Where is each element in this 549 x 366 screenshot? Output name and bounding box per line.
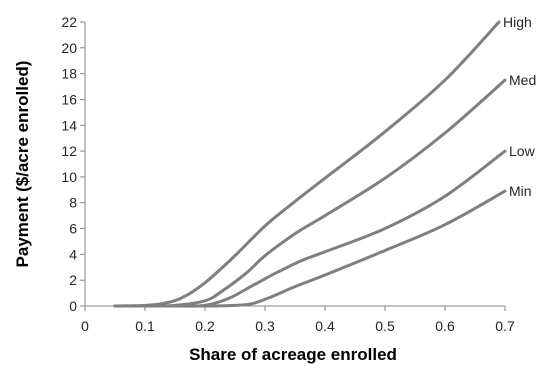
x-tick-label: 0 — [81, 318, 89, 334]
x-tick-label: 0.2 — [195, 318, 215, 334]
series-line-low — [113, 149, 507, 308]
series-labels: High Med Low Min — [503, 14, 536, 199]
y-tick-label: 8 — [69, 195, 77, 211]
y-axis-ticks: 0 2 4 6 8 10 12 14 16 18 20 22 — [61, 14, 85, 314]
y-tick-label: 22 — [61, 14, 77, 30]
x-tick-label: 0.6 — [435, 318, 455, 334]
series-line-med — [113, 78, 507, 308]
y-tick-label: 0 — [69, 298, 77, 314]
x-axis-ticks: 0 0.1 0.2 0.3 0.4 0.5 0.6 0.7 — [81, 306, 515, 334]
x-tick-label: 0.4 — [315, 318, 335, 334]
series-label-high: High — [503, 14, 532, 30]
y-tick-label: 10 — [61, 169, 77, 185]
y-tick-label: 18 — [61, 66, 77, 82]
y-tick-label: 4 — [69, 246, 77, 262]
y-tick-label: 6 — [69, 221, 77, 237]
y-tick-label: 2 — [69, 272, 77, 288]
series-lines — [113, 20, 507, 308]
x-axis-title: Share of acreage enrolled — [189, 345, 397, 364]
series-label-min: Min — [509, 183, 532, 199]
x-tick-label: 0.5 — [375, 318, 395, 334]
x-tick-label: 0.3 — [255, 318, 275, 334]
series-label-med: Med — [509, 72, 536, 88]
y-tick-label: 14 — [61, 117, 77, 133]
y-tick-label: 12 — [61, 143, 77, 159]
y-tick-label: 20 — [61, 40, 77, 56]
x-tick-label: 0.1 — [135, 318, 155, 334]
series-line-min — [113, 189, 507, 308]
series-label-low: Low — [509, 143, 536, 159]
series-line-high — [113, 20, 501, 308]
y-axis-title: Payment ($/acre enrolled) — [13, 61, 32, 268]
y-tick-label: 16 — [61, 91, 77, 107]
x-tick-label: 0.7 — [495, 318, 515, 334]
